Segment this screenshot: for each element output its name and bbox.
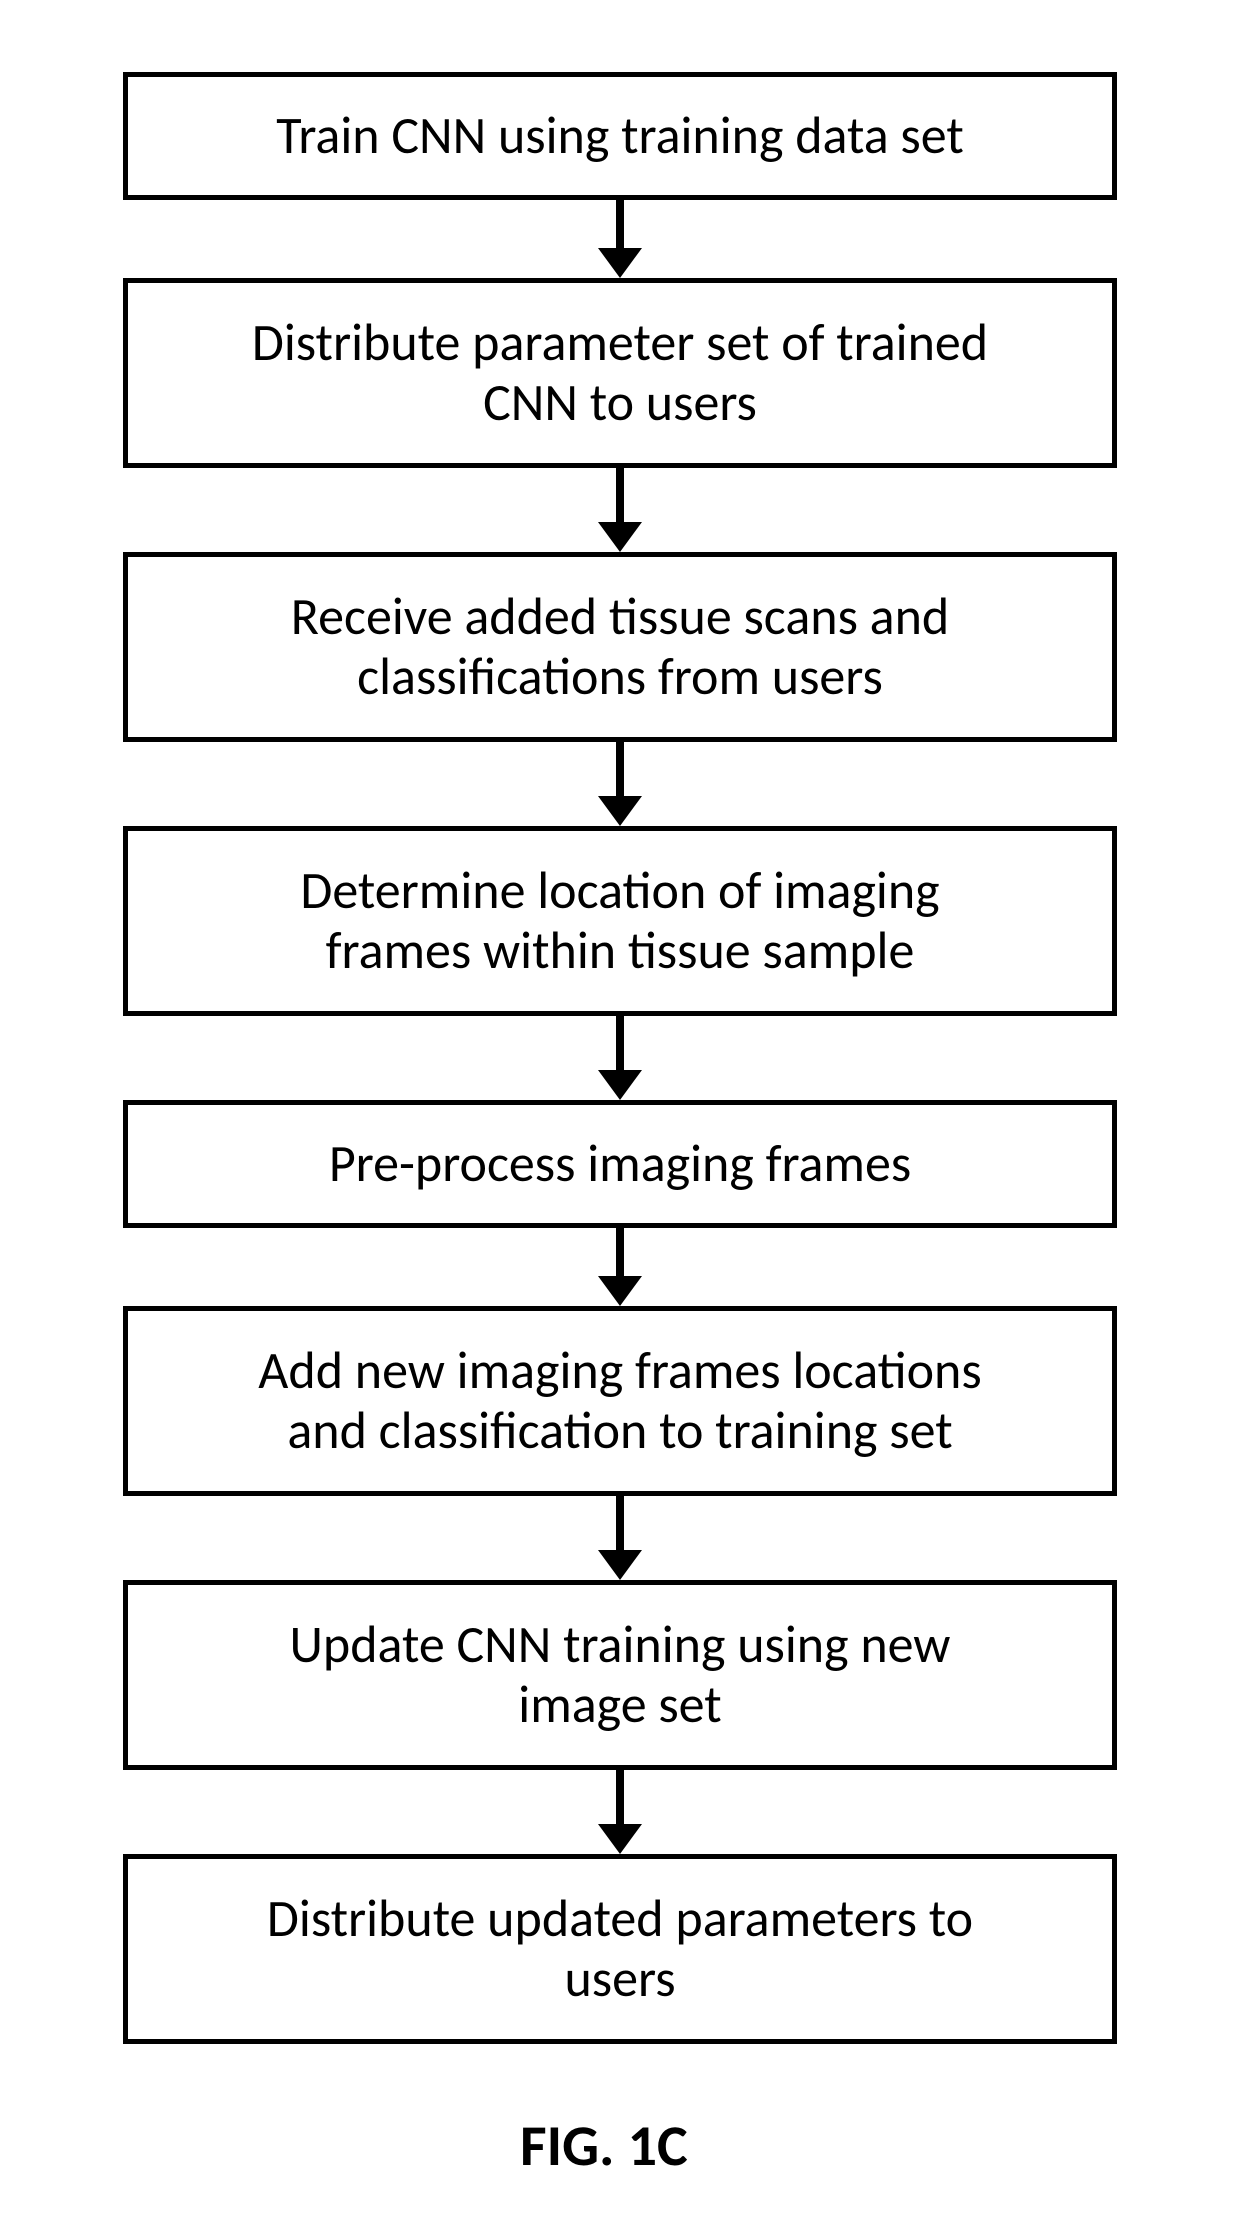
flow-node-n7: Update CNN training using newimage set (123, 1580, 1117, 1770)
flow-arrow-line (616, 1770, 624, 1824)
flow-node-n6: Add new imaging frames locationsand clas… (123, 1306, 1117, 1496)
flow-node-n5: Pre-process imaging frames (123, 1100, 1117, 1228)
flow-arrow-line (616, 468, 624, 522)
flow-arrow-head (598, 248, 642, 278)
flow-arrow-line (616, 1496, 624, 1550)
flow-node-label: Distribute updated parameters tousers (267, 1889, 973, 2009)
flow-node-label: Determine location of imagingframes with… (300, 861, 939, 981)
flow-arrow-head (598, 796, 642, 826)
flow-arrow-head (598, 1824, 642, 1854)
flow-arrow-line (616, 200, 624, 248)
flow-node-label: Receive added tissue scans andclassifica… (291, 587, 949, 707)
flow-node-label: Update CNN training using newimage set (290, 1615, 951, 1735)
flow-arrow-head (598, 522, 642, 552)
flow-arrow-head (598, 1550, 642, 1580)
flowchart-canvas: Train CNN using training data set Distrib… (0, 0, 1240, 2218)
flow-node-n2: Distribute parameter set of trainedCNN t… (123, 278, 1117, 468)
flow-node-n1: Train CNN using training data set (123, 72, 1117, 200)
flow-arrow-head (598, 1070, 642, 1100)
flow-node-label: Distribute parameter set of trainedCNN t… (252, 313, 988, 433)
flow-arrow-line (616, 742, 624, 796)
flow-node-n3: Receive added tissue scans andclassifica… (123, 552, 1117, 742)
flow-node-label: Pre-process imaging frames (329, 1134, 911, 1194)
figure-caption: FIG. 1C (520, 2110, 688, 2181)
flow-node-label: Add new imaging frames locationsand clas… (258, 1341, 981, 1461)
flow-arrow-head (598, 1276, 642, 1306)
flow-arrow-line (616, 1016, 624, 1070)
flow-arrow-line (616, 1228, 624, 1276)
flow-node-n8: Distribute updated parameters tousers (123, 1854, 1117, 2044)
flow-node-label: Train CNN using training data set (276, 106, 964, 166)
flow-node-n4: Determine location of imagingframes with… (123, 826, 1117, 1016)
